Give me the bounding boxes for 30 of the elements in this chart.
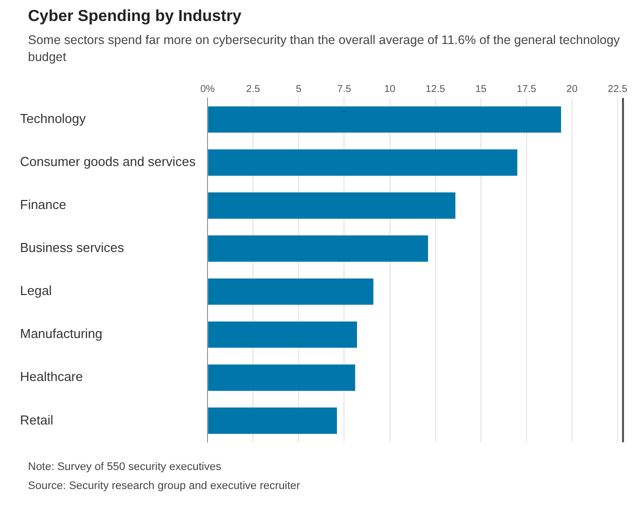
x-tick-label: 12.5	[426, 84, 446, 95]
bar	[208, 364, 356, 391]
y-tick-label: Retail	[20, 412, 54, 428]
y-tick-label: Manufacturing	[20, 326, 102, 342]
chart-title: Cyber Spending by Industry	[28, 8, 242, 26]
source-note: Source: Security research group and executive recruiter	[28, 479, 300, 494]
bar	[208, 149, 518, 176]
y-tick-label: Legal	[20, 283, 52, 298]
y-tick-label: Business services	[20, 240, 125, 256]
bar	[208, 278, 374, 305]
bar	[208, 192, 456, 219]
x-tick-label: 2.5	[246, 84, 261, 95]
bar	[208, 106, 562, 133]
y-tick-label: Technology	[20, 111, 86, 126]
x-tick-label: 22.5	[608, 84, 628, 95]
x-tick-label: 7.5	[337, 84, 352, 95]
bar	[208, 408, 337, 434]
bar	[208, 235, 428, 262]
x-tick-label: 0%	[200, 84, 215, 95]
y-tick-label: Healthcare	[20, 369, 83, 384]
x-tick-label: 17.5	[516, 84, 537, 95]
y-tick-label: Consumer goods and services	[20, 154, 196, 170]
bar	[208, 321, 357, 348]
x-tick-label: 5	[296, 84, 302, 95]
chart-subtitle: Some sectors spend far more on cybersecurity than the overall average of 11.6% of the general technology budget	[28, 32, 621, 66]
x-tick-label: 20	[566, 84, 578, 95]
text: Note: Survey of 550 security executives	[28, 460, 222, 475]
x-tick-label: 15	[475, 84, 487, 95]
y-tick-label: Finance	[20, 197, 66, 212]
x-tick-label: 10	[384, 84, 396, 95]
